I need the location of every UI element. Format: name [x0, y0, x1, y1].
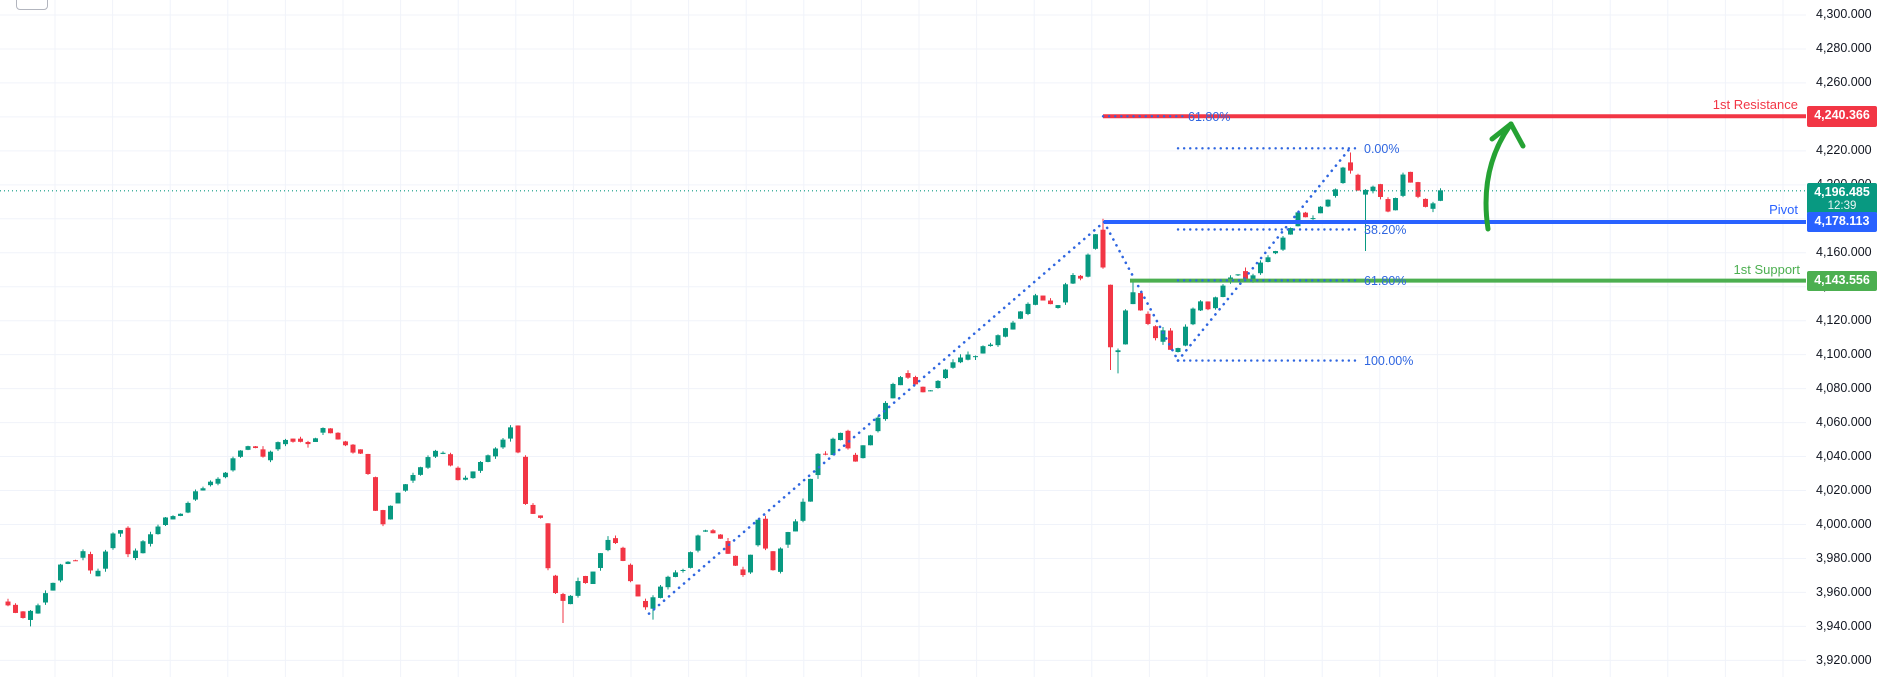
axis-tick-label: 4,040.000: [1816, 449, 1872, 464]
axis-tick-label: 4,300.000: [1816, 7, 1872, 22]
last-price-value: 4,196.485: [1814, 184, 1870, 199]
axis-tick-label: 4,120.000: [1816, 313, 1872, 328]
support-line-label[interactable]: 1st Support: [1733, 261, 1801, 277]
bar-countdown: 12:39: [1827, 199, 1857, 212]
axis-tick-label: 4,000.000: [1816, 516, 1872, 531]
fib-level-label: 100.00%: [1364, 354, 1413, 368]
up-arrow-drawing[interactable]: [1483, 121, 1514, 232]
axis-tick-label: 4,080.000: [1816, 381, 1872, 396]
pivot-line-label[interactable]: Pivot: [1769, 201, 1798, 217]
fib-level-label: 61.80%: [1188, 110, 1230, 124]
axis-tick-label: 4,020.000: [1816, 483, 1872, 498]
resistance-line-label[interactable]: 1st Resistance: [1712, 97, 1798, 113]
axis-tick-label: 3,960.000: [1816, 584, 1872, 599]
axis-tick-label: 4,280.000: [1816, 41, 1872, 56]
last-price-badge[interactable]: 4,196.485 12:39: [1807, 182, 1877, 214]
axis-tick-label: 4,060.000: [1816, 415, 1872, 430]
axis-tick-label: 4,220.000: [1816, 143, 1872, 158]
axis-tick-label: 3,920.000: [1816, 652, 1872, 667]
resistance-price-badge[interactable]: 4,240.366: [1807, 105, 1877, 127]
toolbar-tab-fragment: [16, 0, 48, 10]
support-price-badge[interactable]: 4,143.556: [1807, 270, 1877, 291]
axis-tick-label: 3,940.000: [1816, 618, 1872, 633]
price-scale-axis[interactable]: 4,300.0004,280.0004,260.0004,240.0004,22…: [1806, 0, 1885, 677]
resistance-price-value: 4,240.366: [1814, 107, 1870, 122]
axis-tick-label: 4,260.000: [1816, 75, 1872, 90]
support-price-value: 4,143.556: [1814, 272, 1870, 287]
pivot-price-value: 4,178.113: [1814, 213, 1870, 228]
axis-tick-label: 3,980.000: [1816, 550, 1872, 565]
fib-level-label: 61.80%: [1364, 274, 1406, 288]
fib-level-label: 38.20%: [1364, 223, 1406, 237]
fib-level-label: 0.00%: [1364, 142, 1399, 156]
axis-tick-label: 4,100.000: [1816, 347, 1872, 362]
axis-tick-label: 4,160.000: [1816, 245, 1872, 260]
pivot-price-badge[interactable]: 4,178.113: [1807, 211, 1877, 232]
